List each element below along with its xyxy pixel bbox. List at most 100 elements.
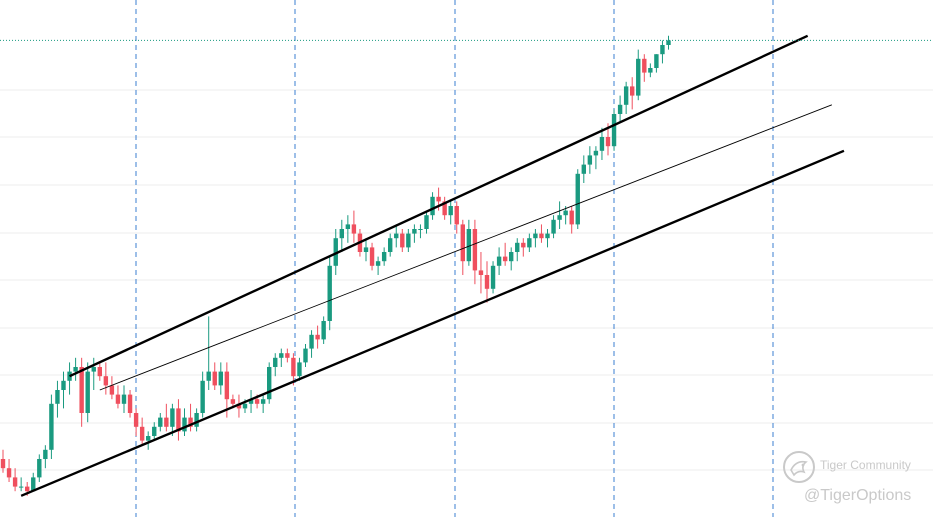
candle (121, 385, 127, 413)
candle-body (146, 436, 151, 441)
candle (545, 229, 550, 248)
candle (260, 394, 266, 413)
candle-body (309, 334, 314, 349)
candle-body (12, 477, 18, 487)
candle-body (6, 468, 12, 478)
candle (412, 224, 417, 243)
candle-body (654, 54, 659, 68)
candle-body (188, 417, 193, 427)
candle-body (521, 242, 526, 248)
candle-body (406, 233, 411, 248)
watermark-community-text: Tiger Community (820, 458, 911, 472)
watermark: Tiger Community @TigerOptions (782, 450, 932, 510)
candle-body (502, 256, 508, 262)
candle-body (176, 408, 181, 432)
candle-body (109, 385, 115, 395)
candle (188, 403, 193, 432)
candle (623, 81, 629, 114)
candle (375, 256, 381, 275)
candle (218, 362, 223, 395)
candle-body (85, 371, 90, 413)
trend-line-lower (20, 149, 845, 497)
candle (61, 371, 66, 409)
candle-body (394, 233, 399, 239)
candle (460, 219, 465, 275)
candle-body (170, 408, 175, 427)
candle-body (248, 399, 254, 404)
candle (18, 477, 24, 492)
candle (339, 219, 344, 252)
candle-body (509, 252, 514, 262)
candle-body (400, 233, 405, 248)
candle-body (593, 150, 599, 156)
candle (660, 40, 665, 64)
candle-body (533, 233, 538, 239)
candle (617, 95, 623, 124)
candle-body (490, 265, 496, 289)
candle (158, 413, 163, 432)
candle-body (660, 45, 665, 55)
trend-line-middle (99, 104, 833, 391)
candle-body (206, 371, 211, 381)
candle (478, 252, 484, 294)
candle-body (152, 426, 157, 436)
candle (37, 454, 42, 482)
candle (454, 201, 459, 234)
candle (133, 408, 139, 436)
candle (0, 449, 6, 473)
horizontal-grid (0, 89, 933, 471)
candle (442, 196, 447, 220)
candle (351, 210, 357, 243)
candle-body (636, 58, 641, 96)
candle (91, 357, 96, 390)
candle-body (297, 362, 302, 377)
candle (642, 54, 647, 82)
candle (587, 146, 593, 174)
candle (115, 385, 121, 409)
candle-body (515, 242, 520, 252)
candle-body (97, 367, 102, 377)
candle-body (273, 357, 278, 367)
candle-body (369, 247, 375, 266)
candle-body (164, 417, 169, 427)
candle (6, 459, 12, 482)
candle-body (303, 348, 308, 363)
candle-body (31, 477, 36, 492)
candle (369, 242, 375, 271)
candle-body (321, 321, 326, 340)
candle-body (666, 40, 671, 45)
candle (515, 238, 520, 262)
candle (73, 357, 78, 381)
candle-body (363, 247, 369, 252)
candle (648, 63, 653, 78)
candle (170, 403, 175, 436)
candle-body (569, 210, 574, 225)
watermark-handle-text: @TigerOptions (804, 487, 912, 504)
candle-body (133, 413, 139, 427)
candle-body (212, 371, 217, 386)
candle-body (605, 137, 611, 147)
candle-body (424, 215, 429, 229)
candle-body (267, 367, 272, 400)
candle (563, 206, 568, 225)
candle (97, 362, 102, 381)
candle (297, 357, 302, 381)
candle (406, 229, 411, 252)
candle-body (194, 413, 199, 427)
candle (521, 238, 526, 257)
candle (267, 362, 272, 404)
candle-body (121, 394, 127, 404)
candle-body (333, 238, 338, 266)
candle-body (581, 164, 586, 174)
candle (466, 219, 472, 266)
candle-body (454, 206, 459, 225)
candle (85, 362, 90, 423)
candle (381, 247, 387, 266)
candle (654, 54, 659, 73)
candle (273, 353, 278, 377)
candle (12, 468, 18, 492)
candle-body (291, 357, 296, 377)
candle (333, 229, 338, 275)
candle-body (279, 353, 284, 358)
